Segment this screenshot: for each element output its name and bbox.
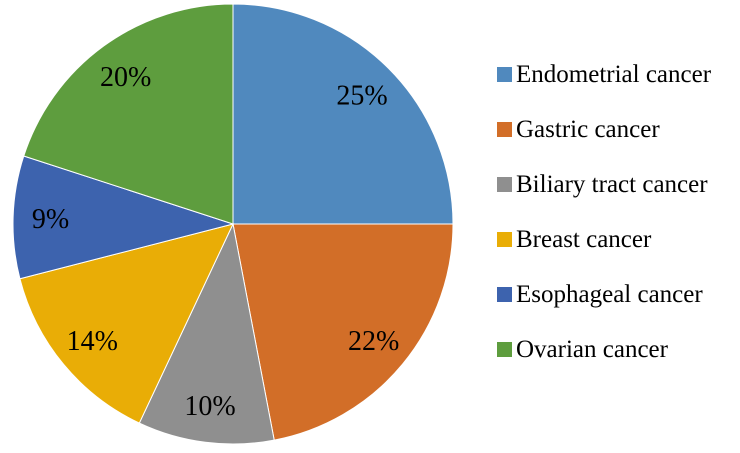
legend-item-biliary-tract-cancer: Biliary tract cancer xyxy=(497,170,711,199)
legend-label: Esophageal cancer xyxy=(516,281,703,308)
pie-slice-biliary-tract-cancer xyxy=(138,222,275,445)
legend-swatch-icon xyxy=(497,177,512,192)
pie-slice-gastric-cancer xyxy=(232,223,454,441)
pie-chart: 25% 22% 10% 14% 9% 20% xyxy=(12,3,454,445)
slice-label-esophageal-cancer: 9% xyxy=(32,204,69,235)
legend-item-endometrial-cancer: Endometrial cancer xyxy=(497,60,711,89)
chart-legend: Endometrial cancer Gastric cancer Biliary … xyxy=(497,60,711,364)
legend-swatch-icon xyxy=(497,67,512,82)
legend-item-breast-cancer: Breast cancer xyxy=(497,225,711,254)
legend-label: Ovarian cancer xyxy=(516,336,668,363)
pie-slice-breast-cancer xyxy=(19,223,234,424)
legend-label: Gastric cancer xyxy=(516,116,660,143)
legend-label: Endometrial cancer xyxy=(516,61,712,88)
slice-label-gastric-cancer: 22% xyxy=(348,326,399,357)
slice-label-endometrial-cancer: 25% xyxy=(336,81,387,112)
slice-label-biliary-tract-cancer: 10% xyxy=(184,391,235,422)
pie-slice-esophageal-cancer xyxy=(12,155,235,280)
pie-slice-endometrial-cancer xyxy=(232,3,454,225)
legend-item-esophageal-cancer: Esophageal cancer xyxy=(497,280,711,309)
legend-swatch-icon xyxy=(497,342,512,357)
legend-swatch-icon xyxy=(497,122,512,137)
pie-slice-ovarian-cancer xyxy=(23,3,234,225)
slice-label-ovarian-cancer: 20% xyxy=(100,62,151,93)
slice-label-breast-cancer: 14% xyxy=(67,326,118,357)
legend-item-ovarian-cancer: Ovarian cancer xyxy=(497,335,711,364)
legend-item-gastric-cancer: Gastric cancer xyxy=(497,115,711,144)
legend-swatch-icon xyxy=(497,287,512,302)
legend-label: Biliary tract cancer xyxy=(516,171,708,198)
legend-swatch-icon xyxy=(497,232,512,247)
legend-label: Breast cancer xyxy=(516,226,652,253)
